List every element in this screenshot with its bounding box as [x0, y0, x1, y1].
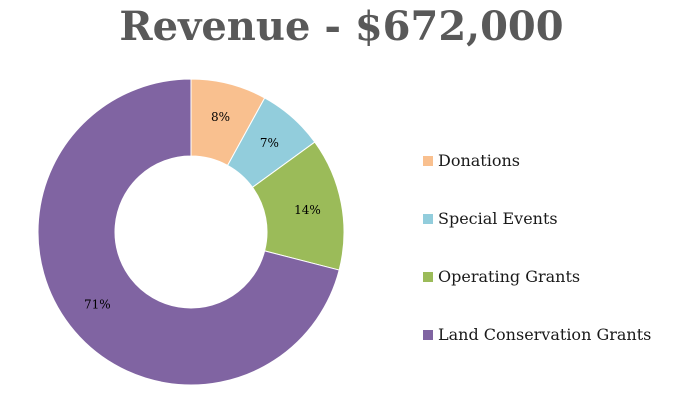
chart-title: Revenue - $672,000 — [119, 3, 564, 50]
legend-swatch-land-conservation-grants — [423, 330, 433, 340]
legend-swatch-special-events — [423, 214, 433, 224]
slice-labels-group: 8% 7% 14% 71% — [84, 110, 321, 311]
legend-label-donations: Donations — [438, 151, 520, 170]
legend-swatch-donations — [423, 156, 433, 166]
legend-label-special-events: Special Events — [438, 209, 558, 228]
slices-group — [37, 78, 345, 386]
data-label-operating-grants: 14% — [294, 203, 321, 217]
data-label-donations: 8% — [211, 110, 230, 124]
data-label-land-conservation-grants: 71% — [84, 298, 111, 312]
legend-label-operating-grants: Operating Grants — [438, 267, 580, 286]
legend-label-land-conservation-grants: Land Conservation Grants — [438, 325, 651, 344]
legend: Donations Special Events Operating Grants L… — [423, 151, 651, 344]
data-label-special-events: 7% — [260, 136, 279, 150]
slice-land-conservation-grants — [37, 78, 340, 386]
legend-swatch-operating-grants — [423, 272, 433, 282]
